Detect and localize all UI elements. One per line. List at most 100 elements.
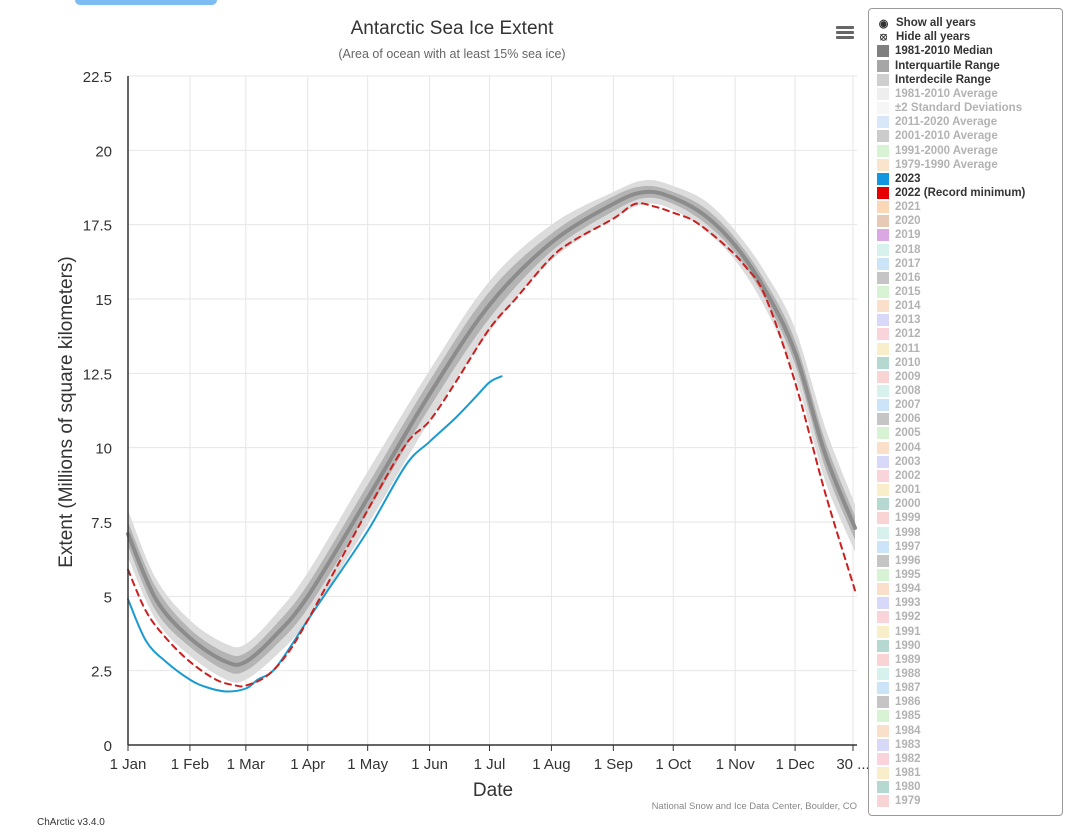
x-axis-label: Date xyxy=(473,780,513,801)
x-tick-label: 1 Nov xyxy=(716,756,756,773)
legend-item-label: 2003 xyxy=(895,455,921,468)
legend-item-label: Interquartile Range xyxy=(895,59,1000,72)
legend-item[interactable]: 2008 xyxy=(877,384,921,398)
legend-item[interactable]: 2016 xyxy=(877,271,921,285)
legend-item-label: 2017 xyxy=(895,257,921,270)
legend-item[interactable]: 1995 xyxy=(877,568,921,582)
show-all-years-button[interactable]: ◉ Show all years xyxy=(877,16,976,30)
chart-menu-button[interactable] xyxy=(833,22,857,44)
legend-item-label: 1989 xyxy=(895,653,921,666)
legend-item[interactable]: 1990 xyxy=(877,639,921,653)
legend-item[interactable]: 2018 xyxy=(877,243,921,257)
legend-swatch xyxy=(877,455,889,468)
hide-all-years-button[interactable]: ⦻ Hide all years xyxy=(877,30,970,44)
legend-item[interactable]: 2019 xyxy=(877,228,921,242)
legend-swatch xyxy=(877,653,889,666)
legend-item[interactable]: 1981-2010 Average xyxy=(877,87,998,101)
legend-item[interactable]: 1986 xyxy=(877,695,921,709)
legend-item[interactable]: 1984 xyxy=(877,724,921,738)
legend-item-label: 1986 xyxy=(895,696,921,709)
legend-item-label: 2001 xyxy=(895,484,921,496)
legend-item[interactable]: 2021 xyxy=(877,200,921,214)
legend-item[interactable]: 1993 xyxy=(877,596,921,610)
top-tab-strip[interactable] xyxy=(75,0,217,5)
series-1981-2010-median[interactable] xyxy=(126,189,857,667)
y-tick-label: 12.5 xyxy=(83,366,112,383)
legend-item[interactable]: 1998 xyxy=(877,526,921,540)
legend-item[interactable]: 2017 xyxy=(877,257,921,271)
legend-item[interactable]: 2005 xyxy=(877,426,921,440)
legend-item[interactable]: 1980 xyxy=(877,780,921,794)
legend-control-label: Hide all years xyxy=(896,31,971,44)
legend-item[interactable]: 1989 xyxy=(877,653,921,667)
legend-item[interactable]: 2011 xyxy=(877,342,920,356)
legend-item[interactable]: 1991-2000 Average xyxy=(877,144,998,158)
legend-item[interactable]: 2020 xyxy=(877,214,921,228)
x-tick-label: 30 ... xyxy=(836,756,869,773)
x-tick-label: 1 Aug xyxy=(532,756,570,773)
legend-swatch xyxy=(877,696,889,709)
grid-lines xyxy=(127,75,857,746)
legend-item[interactable]: 1991 xyxy=(877,625,921,639)
legend-item[interactable]: 1985 xyxy=(877,709,921,723)
legend-item[interactable]: 2007 xyxy=(877,398,921,412)
legend-item[interactable]: 2001-2010 Average xyxy=(877,129,998,143)
legend-item[interactable]: 2013 xyxy=(877,313,921,327)
legend-item[interactable]: 1979-1990 Average xyxy=(877,158,998,172)
legend-item[interactable]: 1981 xyxy=(877,766,921,780)
legend-swatch xyxy=(877,158,889,171)
range-bands xyxy=(128,179,855,683)
legend-item-label: 2019 xyxy=(895,229,921,242)
legend-item[interactable]: 2006 xyxy=(877,412,921,426)
legend-item[interactable]: 2022 (Record minimum) xyxy=(877,186,1025,200)
legend-swatch xyxy=(877,342,889,355)
legend-item[interactable]: Interquartile Range xyxy=(877,59,1000,73)
legend-item[interactable]: 1988 xyxy=(877,667,921,681)
legend-item-label: 1991 xyxy=(895,625,921,638)
series-2023[interactable] xyxy=(127,375,503,693)
legend-item-label: 1993 xyxy=(895,597,921,610)
legend-item[interactable]: 1996 xyxy=(877,554,921,568)
legend-item-label: 1983 xyxy=(895,738,921,751)
legend-swatch xyxy=(877,597,889,610)
legend-item-label: 2018 xyxy=(895,243,921,256)
legend-item[interactable]: 1982 xyxy=(877,752,921,766)
legend-item[interactable]: 2011-2020 Average xyxy=(877,115,997,129)
eye-icon: ◉ xyxy=(878,17,889,30)
x-tick-label: 1 Sep xyxy=(594,756,633,773)
legend-item[interactable]: 2015 xyxy=(877,285,921,299)
y-tick-label: 15 xyxy=(95,292,112,309)
legend-item[interactable]: 2009 xyxy=(877,370,921,384)
x-tick-label: 1 Mar xyxy=(227,756,265,773)
legend-item[interactable]: 2002 xyxy=(877,469,921,483)
legend-item[interactable]: ±2 Standard Deviations xyxy=(877,101,1022,115)
legend-item[interactable]: 2010 xyxy=(877,356,921,370)
version-text: ChArctic v3.4.0 xyxy=(37,817,105,828)
legend-item[interactable]: 2004 xyxy=(877,441,921,455)
legend-item-label: 1980 xyxy=(895,781,921,794)
series-2022-record-minimum[interactable] xyxy=(127,202,856,688)
eye-slash-icon: ⦻ xyxy=(879,30,888,43)
legend-item[interactable]: 2001 xyxy=(877,483,921,497)
legend-item[interactable]: 1979 xyxy=(877,794,921,808)
legend-item[interactable]: Interdecile Range xyxy=(877,73,991,87)
legend-swatch xyxy=(877,526,889,539)
legend-item[interactable]: 1997 xyxy=(877,540,921,554)
legend-swatch xyxy=(877,399,889,412)
y-tick-label: 20 xyxy=(95,143,112,160)
legend-item[interactable]: 1987 xyxy=(877,681,921,695)
legend-item[interactable]: 1994 xyxy=(877,582,921,596)
legend-item[interactable]: 1983 xyxy=(877,738,921,752)
legend-item-label: 2010 xyxy=(895,356,921,369)
legend-item[interactable]: 2014 xyxy=(877,299,921,313)
legend-item[interactable]: 2012 xyxy=(877,327,921,341)
legend-item[interactable]: 1981-2010 Median xyxy=(877,44,993,58)
legend-swatch xyxy=(877,724,889,737)
legend-item-label: 2015 xyxy=(895,286,921,298)
legend-item[interactable]: 1999 xyxy=(877,511,921,525)
legend-swatch xyxy=(877,441,889,454)
legend-item[interactable]: 1992 xyxy=(877,610,921,624)
legend-item[interactable]: 2003 xyxy=(877,455,921,469)
legend-item[interactable]: 2023 xyxy=(877,172,921,186)
legend-item[interactable]: 2000 xyxy=(877,497,921,511)
